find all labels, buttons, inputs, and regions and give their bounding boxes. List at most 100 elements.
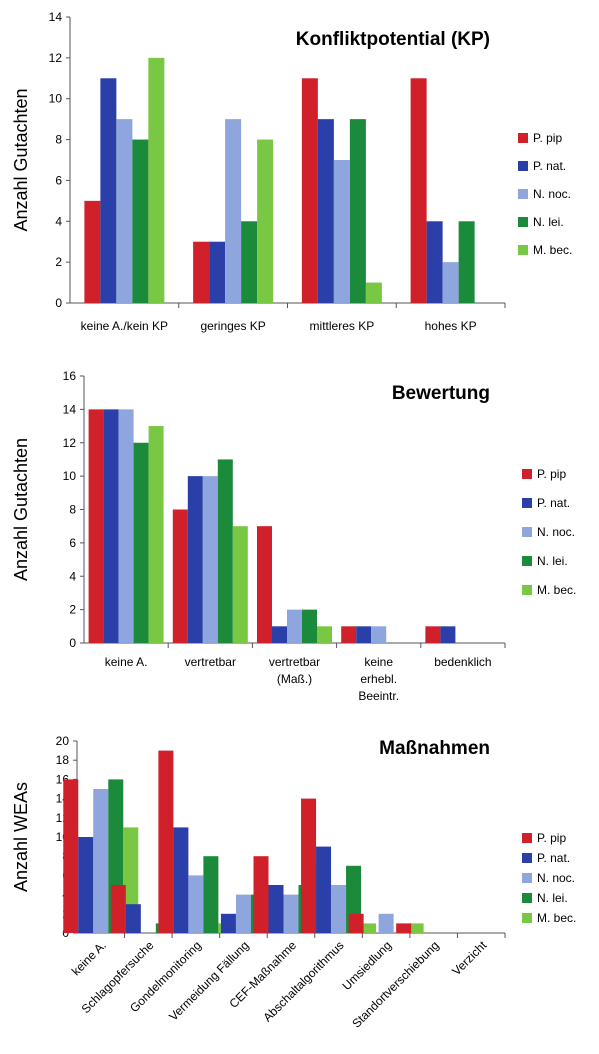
bar-vermeidung-f-llung-n-noc <box>235 894 251 933</box>
legend-swatch-n-noc <box>518 189 528 199</box>
chart-title: Konfliktpotential (KP) <box>296 29 490 50</box>
bar-mittleres-kp-m-bec <box>365 282 382 303</box>
bar-keine-erhebl-beeintr-p-nat <box>356 626 372 643</box>
bar-hohes-kp-n-lei <box>458 221 475 303</box>
x-tick-label: mittleres KP <box>310 319 375 333</box>
y-tick-label: 0 <box>69 636 76 650</box>
bar-keine-a-kein-kp-n-lei <box>132 139 149 303</box>
bar-abschaltalgorithmus-n-noc <box>331 885 347 933</box>
legend-swatch-p-pip <box>518 133 528 143</box>
bar-mittleres-kp-p-nat <box>317 119 334 304</box>
bar-abschaltalgorithmus-m-bec <box>361 923 377 933</box>
legend-swatch-n-lei <box>518 217 528 227</box>
legend-label-m-bec: M. bec. <box>533 243 572 257</box>
bar-abschaltalgorithmus-p-pip <box>301 798 317 933</box>
legend-label-m-bec: M. bec. <box>537 911 576 925</box>
bar-gondelmonitoring-p-pip <box>158 750 174 933</box>
bar-vermeidung-f-llung-p-nat <box>220 913 236 933</box>
legend-swatch-n-noc <box>522 527 532 537</box>
legend-label-n-noc: N. noc. <box>537 871 575 885</box>
bar-vertretbar-m-bec <box>232 526 248 643</box>
bar-gondelmonitoring-n-noc <box>188 875 204 933</box>
legend-swatch-p-pip <box>522 833 532 843</box>
legend-label-p-pip: P. pip <box>537 467 566 481</box>
y-tick-label: 2 <box>55 255 62 269</box>
bar-keine-a-p-nat <box>78 837 94 933</box>
y-tick-label: 20 <box>56 734 70 748</box>
bar-geringes-kp-n-noc <box>225 119 242 304</box>
bar-hohes-kp-n-noc <box>442 262 459 303</box>
y-tick-label: 16 <box>63 369 77 383</box>
bar-abschaltalgorithmus-p-nat <box>316 846 332 933</box>
y-tick-label: 0 <box>55 296 62 310</box>
bar-vertretbar-p-pip <box>172 509 188 643</box>
x-tick-label: geringes KP <box>200 319 265 333</box>
legend-label-n-lei: N. lei. <box>537 554 568 568</box>
bar-keine-a-p-nat <box>103 409 119 643</box>
legend-swatch-p-nat <box>522 853 532 863</box>
legend-swatch-n-lei <box>522 893 532 903</box>
y-tick-label: 10 <box>63 469 77 483</box>
chart-2: 0 2 4 6 8 10 12 14 16 Anzahl Gutachten Bewertung ke… <box>11 369 577 703</box>
y-tick-label: 14 <box>49 10 63 24</box>
bar-schlagopfersuche-p-nat <box>125 904 141 933</box>
y-tick-label: 8 <box>55 133 62 147</box>
x-tick-label: vertretbar <box>185 655 236 669</box>
bar-mittleres-kp-p-pip <box>301 78 318 304</box>
bar-vertretbar-mass-p-pip <box>257 526 272 643</box>
chart-1: 0 2 4 6 8 10 12 14 Anzahl Gutachten Konfliktpoten… <box>11 10 573 333</box>
bar-keine-a-n-lei <box>133 442 149 643</box>
y-tick-label: 10 <box>49 92 63 106</box>
bar-cef-massnahme-n-noc <box>283 894 299 933</box>
bar-geringes-kp-p-nat <box>209 241 226 303</box>
legend-swatch-p-nat <box>522 498 532 508</box>
bar-umsiedlung-p-pip <box>348 913 364 933</box>
y-tick-label: 18 <box>56 753 70 767</box>
bar-cef-massnahme-p-nat <box>268 885 284 933</box>
bar-mittleres-kp-n-lei <box>349 119 366 304</box>
bar-keine-erhebl-beeintr-n-noc <box>371 626 387 643</box>
bar-gondelmonitoring-p-nat <box>173 827 189 933</box>
legend-label-p-pip: P. pip <box>533 131 562 145</box>
x-tick-label: Abschaltalgorithmus <box>260 938 346 1024</box>
bar-vertretbar-n-noc <box>202 476 218 643</box>
bar-vertretbar-mass-m-bec <box>317 626 332 643</box>
bar-keine-a-n-noc <box>93 789 109 933</box>
y-tick-label: 4 <box>69 569 76 583</box>
legend-label-n-lei: N. lei. <box>537 891 568 905</box>
legend-label-n-lei: N. lei. <box>533 215 564 229</box>
bar-bedenklich-p-nat <box>440 626 456 643</box>
chart-title: Maßnahmen <box>379 738 490 759</box>
bar-keine-a-m-bec <box>148 426 164 643</box>
bar-geringes-kp-p-pip <box>193 241 210 303</box>
chart-title: Bewertung <box>392 383 490 404</box>
legend-label-p-pip: P. pip <box>537 831 566 845</box>
legend-swatch-m-bec <box>522 585 532 595</box>
bar-keine-a-p-pip <box>88 409 104 643</box>
legend-swatch-n-noc <box>522 873 532 883</box>
bar-geringes-kp-m-bec <box>257 139 274 303</box>
bar-vertretbar-n-lei <box>217 459 233 643</box>
legend-label-n-noc: N. noc. <box>537 525 575 539</box>
bar-keine-erhebl-beeintr-p-pip <box>341 626 357 643</box>
x-tick-label: vertretbar (Maß.) <box>269 655 320 686</box>
y-tick-label: 6 <box>55 173 62 187</box>
x-tick-label: bedenklich <box>434 655 491 669</box>
x-tick-label: Vermeidung Fällung <box>166 938 251 1023</box>
bar-umsiedlung-m-bec <box>408 923 424 933</box>
legend-label-p-nat: P. nat. <box>533 159 566 173</box>
legend-swatch-n-lei <box>522 556 532 566</box>
bar-keine-a-kein-kp-p-nat <box>100 78 117 304</box>
bar-bedenklich-p-pip <box>425 626 441 643</box>
y-tick-label: 12 <box>63 436 77 450</box>
bar-vertretbar-mass-n-lei <box>302 609 317 643</box>
y-tick-label: 6 <box>69 536 76 550</box>
bar-cef-massnahme-p-pip <box>253 856 269 933</box>
legend-swatch-m-bec <box>522 913 532 923</box>
bar-keine-a-kein-kp-p-pip <box>84 200 101 303</box>
bar-standortverschiebung-p-pip <box>396 923 412 933</box>
y-axis-label: Anzahl WEAs <box>11 782 31 892</box>
y-tick-label: 14 <box>63 402 77 416</box>
bar-gondelmonitoring-n-lei <box>203 856 219 933</box>
